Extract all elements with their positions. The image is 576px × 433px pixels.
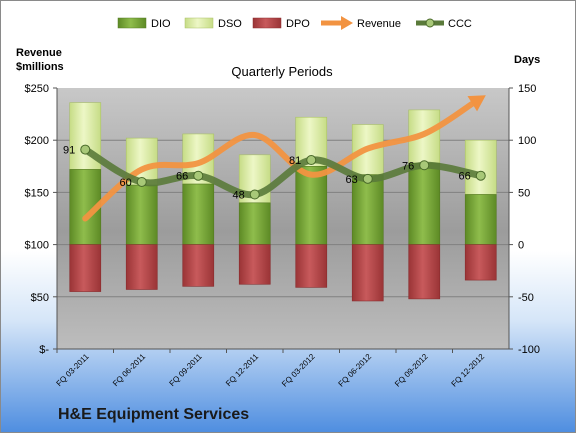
bar-dpo bbox=[295, 244, 328, 288]
right-tick-label: -100 bbox=[518, 344, 540, 356]
x-tick-label: FQ 03-2011 bbox=[55, 352, 92, 389]
legend-label-dio: DIO bbox=[151, 18, 171, 30]
left-tick-label: $50 bbox=[31, 292, 49, 304]
right-tick-label: -50 bbox=[518, 292, 534, 304]
ccc-data-label: 66 bbox=[176, 171, 188, 183]
x-tick-label: FQ 09-2011 bbox=[168, 352, 205, 389]
ccc-marker bbox=[306, 155, 317, 166]
legend-label-revenue: Revenue bbox=[357, 18, 401, 30]
x-tick-label: FQ 09-2012 bbox=[393, 352, 430, 389]
ccc-marker bbox=[475, 170, 486, 181]
ccc-data-label: 48 bbox=[233, 189, 245, 201]
x-tick-label: FQ 12-2011 bbox=[224, 352, 261, 389]
bar-dio bbox=[464, 194, 497, 245]
ccc-marker bbox=[193, 170, 204, 181]
revenue-arrowhead bbox=[467, 95, 486, 112]
ccc-marker bbox=[362, 173, 373, 184]
bar-dpo bbox=[182, 244, 215, 287]
left-axis-label-line2: $millions bbox=[16, 61, 64, 73]
left-tick-label: $150 bbox=[25, 187, 49, 199]
legend-label-ccc: CCC bbox=[448, 18, 472, 30]
bar-dio bbox=[408, 162, 441, 245]
chart-subtitle: Quarterly Periods bbox=[231, 64, 333, 79]
ccc-data-label: 60 bbox=[120, 177, 132, 189]
x-tick-label: FQ 12-2012 bbox=[450, 352, 487, 389]
legend: DIO DSO DPO Revenue CCC bbox=[117, 16, 472, 30]
ccc-data-label: 91 bbox=[63, 145, 75, 157]
legend-label-dpo: DPO bbox=[286, 18, 310, 30]
ccc-marker bbox=[80, 144, 91, 155]
bar-dio bbox=[182, 183, 215, 245]
left-tick-label: $250 bbox=[25, 83, 49, 95]
legend-swatch-dso bbox=[184, 17, 214, 29]
legend-swatch-ccc bbox=[416, 18, 444, 28]
ccc-marker bbox=[419, 160, 430, 171]
bar-dpo bbox=[408, 244, 441, 300]
left-axis-label-line1: Revenue bbox=[16, 47, 62, 59]
bar-dpo bbox=[69, 244, 102, 292]
ccc-data-label: 76 bbox=[402, 160, 414, 172]
right-tick-label: 100 bbox=[518, 135, 536, 147]
bar-dpo bbox=[464, 244, 497, 281]
left-tick-label: $100 bbox=[25, 240, 49, 252]
bar-dpo bbox=[351, 244, 384, 302]
x-tick-label: FQ 06-2012 bbox=[337, 352, 374, 389]
ccc-data-label: 66 bbox=[459, 171, 471, 183]
bar-dio bbox=[238, 202, 271, 245]
legend-label-dso: DSO bbox=[218, 18, 242, 30]
ccc-marker bbox=[249, 189, 260, 200]
line-series: 91 60 66 48 81 63 76 66 bbox=[63, 95, 486, 222]
bar-dio bbox=[295, 166, 328, 245]
left-tick-label: $200 bbox=[25, 135, 49, 147]
right-axis-label: Days bbox=[514, 54, 540, 66]
right-tick-label: 0 bbox=[518, 240, 524, 252]
ccc-data-label: 81 bbox=[289, 155, 301, 167]
x-tick-label: FQ 03-2012 bbox=[280, 352, 317, 389]
ccc-marker bbox=[136, 176, 147, 187]
left-tick-label: $- bbox=[39, 344, 49, 356]
bar-dso bbox=[464, 139, 497, 195]
bar-dpo bbox=[238, 244, 271, 285]
right-tick-label: 150 bbox=[518, 83, 536, 95]
legend-swatch-revenue bbox=[321, 16, 353, 30]
company-name: H&E Equipment Services bbox=[58, 406, 250, 423]
bar-dio bbox=[125, 184, 158, 245]
ccc-data-label: 63 bbox=[346, 174, 358, 186]
x-tick-label: FQ 06-2011 bbox=[111, 352, 148, 389]
right-tick-label: 50 bbox=[518, 187, 530, 199]
bar-dio bbox=[351, 174, 384, 245]
bar-dpo bbox=[125, 244, 158, 290]
legend-swatch-dio bbox=[117, 17, 147, 29]
legend-swatch-dpo bbox=[252, 17, 282, 29]
revenue-line bbox=[82, 100, 476, 222]
